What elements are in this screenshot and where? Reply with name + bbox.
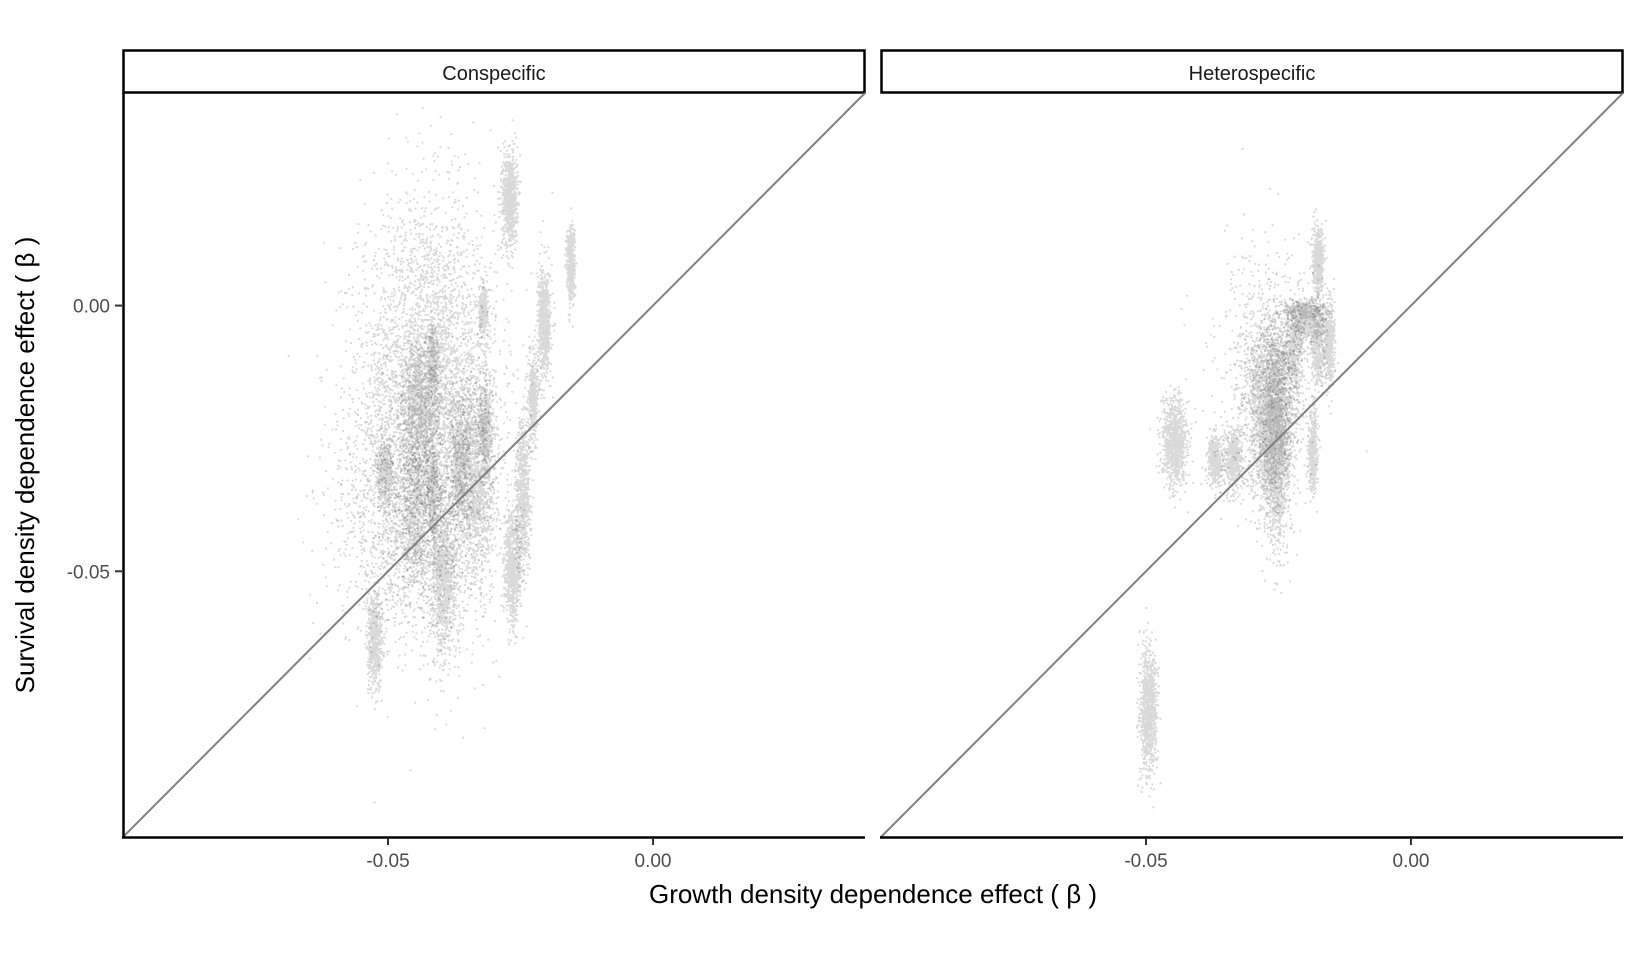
scatter-points	[473, 364, 498, 487]
x-ticks-heterospecific: -0.05 0.00	[1124, 838, 1429, 872]
point-cluster-2	[496, 119, 522, 285]
scatter-points	[1201, 424, 1228, 500]
scatter-points	[422, 466, 464, 726]
panel-heterospecific: Heterospecific -0.05 0.00	[880, 49, 1624, 872]
point-cluster-13	[1135, 606, 1162, 809]
y-tick-label: -0.05	[67, 562, 110, 583]
strip-conspecific	[122, 49, 866, 94]
y-ticks: 0.00 -0.05	[67, 297, 122, 583]
panel-conspecific: Conspecific -0.05 0.00 0.00 -0.05	[67, 49, 866, 872]
point-cluster-15	[496, 478, 526, 646]
scatter-points	[496, 478, 526, 646]
x-axis-title: Growth density dependence effect ( β )	[649, 879, 1097, 909]
point-cluster-10	[423, 428, 443, 571]
scatter-points	[1305, 376, 1322, 513]
strip-label-heterospecific: Heterospecific	[1189, 63, 1316, 85]
scatter-points	[1316, 277, 1339, 408]
point-cluster-8	[1265, 296, 1333, 325]
point-cluster-10	[1149, 378, 1204, 514]
x-tick-label: 0.00	[1393, 851, 1430, 872]
strip-heterospecific	[880, 49, 1624, 94]
point-cluster-6	[1279, 272, 1312, 424]
scatter-points	[390, 310, 455, 518]
point-cluster-3	[563, 207, 578, 328]
scatter-points	[1279, 272, 1312, 424]
point-cluster-18	[364, 566, 389, 711]
scatter-points	[373, 422, 397, 526]
identity-line-heterospecific	[880, 92, 1624, 838]
scatter-points	[1149, 378, 1204, 514]
point-cluster-1	[1221, 251, 1310, 563]
point-cluster-11	[385, 421, 440, 619]
scatter-points	[444, 356, 474, 562]
point-cluster-5	[477, 276, 491, 345]
point-cluster-9	[422, 466, 464, 726]
point-cluster-13	[473, 364, 498, 487]
scatter-points	[477, 276, 491, 345]
x-tick-label: -0.05	[1124, 851, 1167, 872]
strip-label-conspecific: Conspecific	[442, 63, 545, 85]
scatter-points	[524, 335, 543, 461]
scatter-points	[496, 119, 522, 285]
point-cluster-4	[1308, 278, 1329, 398]
point-cluster-19	[297, 314, 532, 719]
x-tick-label: -0.05	[366, 851, 409, 872]
point-cluster-9	[1305, 376, 1322, 513]
point-cluster-8	[373, 422, 397, 526]
y-tick-label: 0.00	[73, 297, 110, 318]
point-cluster-7	[1278, 295, 1328, 354]
scatter-points	[563, 207, 578, 328]
point-cluster-5	[1316, 277, 1339, 408]
scatter-points	[385, 421, 440, 619]
scatter-points	[423, 296, 443, 400]
identity-line-conspecific	[122, 92, 866, 838]
scatter-points	[364, 566, 389, 711]
point-cluster-4	[533, 220, 556, 399]
scatter-points	[1221, 251, 1310, 563]
scatter-points	[423, 428, 443, 571]
point-cluster-17	[524, 335, 543, 461]
scatter-points	[297, 314, 532, 719]
scatter-points	[1306, 208, 1328, 310]
point-cluster-6	[390, 310, 455, 518]
point-cluster-3	[1306, 208, 1328, 310]
scatter-points	[1135, 606, 1162, 809]
scatter-points	[1265, 296, 1333, 325]
scatter-points	[533, 220, 556, 399]
scatter-points	[1308, 278, 1329, 398]
y-axis-title: Survival density dependence effect ( β )	[10, 237, 40, 694]
point-cluster-11	[1201, 424, 1228, 500]
scatter-points	[1278, 295, 1328, 354]
point-cluster-7	[423, 296, 443, 400]
point-cluster-14	[444, 356, 474, 562]
x-tick-label: 0.00	[635, 851, 672, 872]
x-ticks-conspecific: -0.05 0.00	[366, 838, 671, 872]
